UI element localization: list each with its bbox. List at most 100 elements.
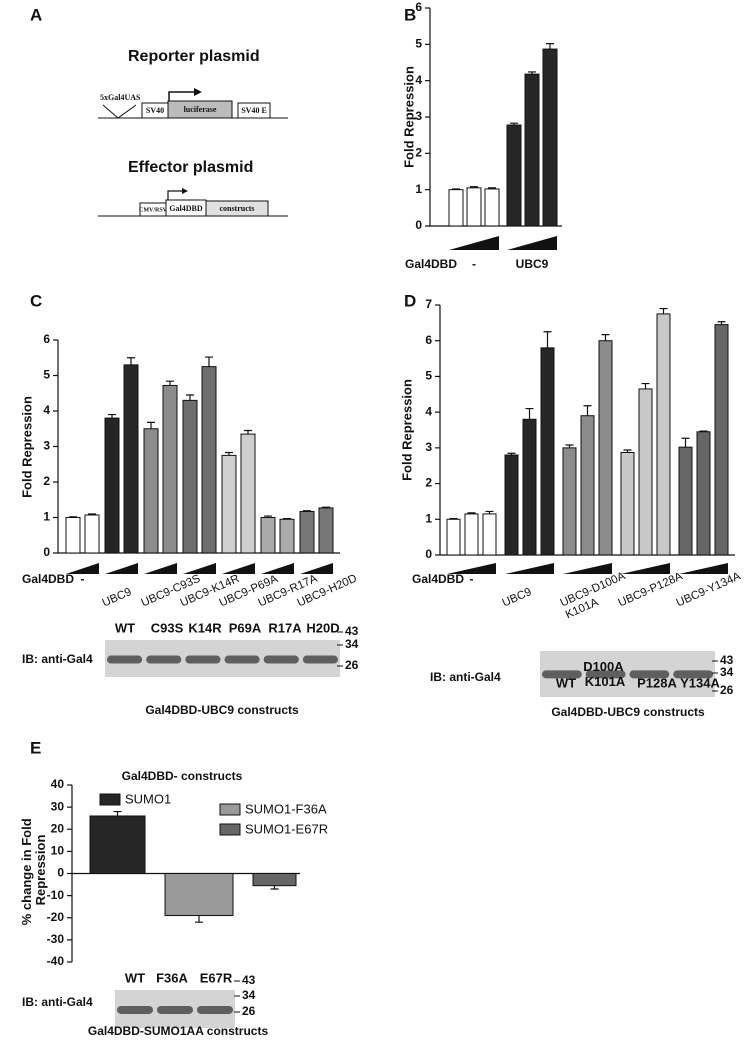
y-tick-label: 6 <box>43 332 50 346</box>
lane-label: Y134A <box>680 675 720 690</box>
blot-band <box>673 670 713 679</box>
error-bar <box>717 321 726 325</box>
bar <box>506 124 522 227</box>
y-tick-label: 0 <box>425 547 432 561</box>
bar <box>678 446 693 556</box>
bar <box>446 518 461 556</box>
chart-title: Gal4DBD- constructs <box>122 769 243 783</box>
blot-band <box>157 1005 193 1014</box>
error-bar <box>507 452 516 455</box>
part-box <box>237 102 271 119</box>
lane-label: E67R <box>200 970 233 985</box>
error-bar <box>583 405 592 416</box>
error-bar <box>699 430 708 432</box>
y-tick-label: 5 <box>425 369 432 383</box>
error-bar <box>659 307 668 314</box>
arrow-head <box>182 188 188 194</box>
error-bar <box>225 451 233 456</box>
y-tick-label: 5 <box>415 37 422 51</box>
error-bar <box>195 915 203 923</box>
y-tick-label: 4 <box>43 403 50 417</box>
bar <box>318 507 334 554</box>
panel-label: A <box>30 5 42 24</box>
error-bar <box>264 515 272 518</box>
y-tick-label: 2 <box>415 146 422 160</box>
bar <box>221 454 237 554</box>
bar <box>598 340 613 556</box>
arrow-head <box>194 88 202 96</box>
y-tick-label: -10 <box>47 888 65 902</box>
legend-label: SUMO1-F36A <box>245 801 327 816</box>
bar <box>104 417 120 554</box>
panel-label: B <box>404 5 416 24</box>
error-bar <box>641 382 650 389</box>
y-tick-label: 5 <box>43 368 50 382</box>
bar <box>484 188 500 227</box>
bar <box>482 513 497 556</box>
y-tick-label: 4 <box>415 73 422 87</box>
blot-band <box>197 1005 233 1014</box>
error-bar <box>470 186 478 188</box>
y-tick-label: -20 <box>47 910 65 924</box>
error-bar <box>88 513 96 516</box>
y-tick-label: 0 <box>415 218 422 232</box>
blot-label: IB: anti-Gal4 <box>22 652 93 666</box>
bar <box>448 189 464 227</box>
y-tick-label: 3 <box>415 109 422 123</box>
bar <box>656 313 671 556</box>
bar <box>580 415 595 556</box>
y-tick-label: 2 <box>43 474 50 488</box>
error-bar <box>113 810 122 816</box>
lane-label: D100A K101A <box>583 659 627 689</box>
error-bar <box>452 188 460 190</box>
error-bar <box>546 43 554 50</box>
error-bar <box>565 444 574 448</box>
y-tick-label: 10 <box>51 844 65 858</box>
y-axis-label: % change in Fold Repression <box>19 815 48 926</box>
error-bar <box>166 380 174 386</box>
bar <box>162 384 178 554</box>
error-bar <box>127 357 135 365</box>
y-tick-label: 6 <box>415 0 422 14</box>
bar <box>524 73 540 227</box>
part-label: CMV/RSV <box>139 207 168 213</box>
legend-label: SUMO1 <box>125 791 171 806</box>
y-tick-label: 20 <box>51 821 65 835</box>
lane-label: K14R <box>188 620 222 635</box>
bar <box>638 388 653 556</box>
error-bar <box>449 517 458 520</box>
error-bar <box>69 516 77 518</box>
bar <box>182 399 198 554</box>
error-bar <box>270 885 279 890</box>
bar <box>240 433 256 554</box>
part-label: 5xGal4UAS <box>100 93 141 102</box>
blot-band <box>117 1005 153 1014</box>
blot-label: IB: anti-Gal4 <box>430 670 501 684</box>
y-tick-label: 7 <box>425 297 432 311</box>
blot-label: IB: anti-Gal4 <box>22 995 93 1009</box>
bar <box>464 513 479 556</box>
ramp-triangle <box>505 563 554 574</box>
x-axis-label: Gal4DBD <box>22 572 74 586</box>
error-bar <box>283 517 291 520</box>
marker-label: 26 <box>720 683 734 697</box>
blot-band <box>146 655 182 664</box>
blot-band <box>302 655 338 664</box>
lane-label: WT <box>115 620 135 635</box>
bar <box>542 48 558 227</box>
lane-label: P128A <box>637 675 677 690</box>
bar <box>84 514 100 554</box>
blot-image <box>105 640 340 677</box>
error-bar <box>205 356 213 367</box>
part-label: luciferase <box>184 105 217 114</box>
y-tick-label: 0 <box>57 866 64 880</box>
group-label: UBC9 <box>516 257 549 271</box>
ramp-triangle <box>222 563 255 574</box>
error-bar <box>510 122 518 125</box>
promoter-arrow <box>168 91 194 101</box>
y-tick-label: 4 <box>425 404 432 418</box>
marker-label: 34 <box>345 637 359 651</box>
y-tick-label: 3 <box>43 439 50 453</box>
x-axis-label: Gal4DBD <box>405 257 457 271</box>
blot-band <box>542 670 582 679</box>
